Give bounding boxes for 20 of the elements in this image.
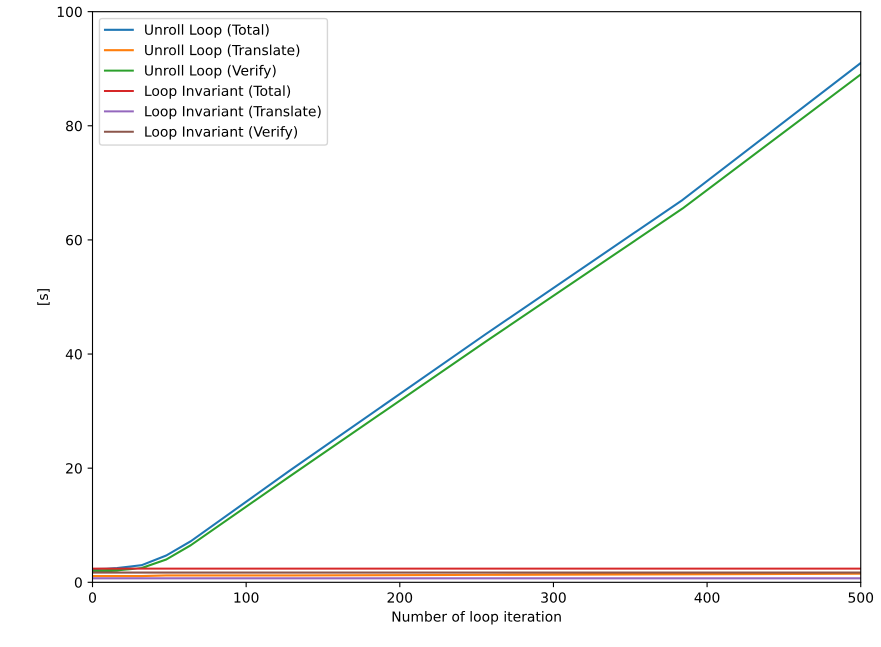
y-axis-title: [s] bbox=[37, 289, 50, 305]
y-tick-label: 60 bbox=[66, 234, 82, 246]
x-tick-label: 100 bbox=[234, 592, 258, 603]
y-tick-label: 20 bbox=[66, 463, 82, 474]
legend-label: Loop Invariant (Total) bbox=[145, 85, 290, 99]
x-tick-label: 200 bbox=[388, 592, 412, 603]
y-tick-label: 80 bbox=[66, 120, 82, 132]
x-tick-label: 300 bbox=[541, 592, 566, 603]
y-tick-label: 100 bbox=[58, 6, 82, 18]
y-tick-label: 40 bbox=[66, 349, 82, 360]
x-axis-title: Number of loop iteration bbox=[392, 611, 561, 624]
legend-label: Unroll Loop (Translate) bbox=[145, 44, 300, 58]
legend-label: Unroll Loop (Total) bbox=[145, 24, 269, 38]
legend-label: Loop Invariant (Translate) bbox=[145, 106, 321, 120]
x-tick-label: 0 bbox=[89, 592, 96, 603]
legend-label: Loop Invariant (Verify) bbox=[145, 126, 298, 140]
x-tick-label: 400 bbox=[694, 592, 720, 603]
x-tick-label: 500 bbox=[848, 592, 874, 603]
legend-label: Unroll Loop (Verify) bbox=[145, 64, 276, 78]
y-tick-label: 0 bbox=[74, 577, 82, 588]
